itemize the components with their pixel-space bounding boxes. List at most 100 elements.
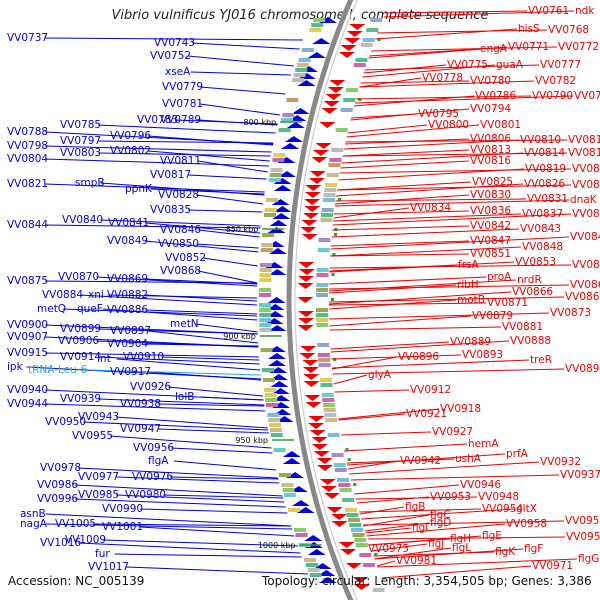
cog-category-block bbox=[278, 473, 291, 477]
forward-gene-arrow bbox=[273, 206, 292, 212]
right-label-connector bbox=[329, 264, 572, 269]
left-label-connector bbox=[98, 152, 271, 157]
left-gene-label: lolB bbox=[175, 391, 194, 403]
left-label-connector bbox=[98, 140, 274, 144]
right-gene-label: VV0842 bbox=[470, 220, 511, 232]
sequence-summary-text: Topology: circular; Length: 3,354,505 bp… bbox=[262, 574, 592, 588]
forward-gene-arrow bbox=[282, 458, 301, 464]
right-gene-label: VV0819 bbox=[525, 163, 566, 175]
right-gene-label: VV0782 bbox=[535, 75, 576, 87]
forward-gene-arrow bbox=[268, 248, 287, 254]
left-gene-label: nagA bbox=[20, 518, 48, 530]
right-gene-label: VV0867 bbox=[565, 291, 600, 303]
cog-category-block bbox=[263, 378, 275, 382]
right-gene-label: VV0778 bbox=[422, 72, 463, 84]
left-gene-label: VV0811 bbox=[160, 155, 201, 167]
left-label-connector bbox=[140, 508, 288, 514]
reverse-gene-arrow bbox=[301, 220, 318, 226]
scale-label: 850 kbp bbox=[226, 225, 259, 234]
right-gene-label: VV0959 bbox=[566, 531, 600, 543]
reverse-gene-arrow bbox=[303, 374, 320, 380]
cog-category-block bbox=[273, 448, 286, 452]
left-gene-label: VV0849 bbox=[107, 235, 148, 247]
cog-category-block bbox=[259, 273, 272, 277]
cog-category-block bbox=[259, 318, 272, 322]
left-label-connector bbox=[145, 240, 259, 253]
left-label-connector bbox=[192, 42, 300, 50]
right-label-connector bbox=[359, 506, 405, 515]
right-gene-label: VV0971 bbox=[532, 560, 573, 572]
right-gene-label: dnaK bbox=[570, 194, 598, 206]
right-gene-label: VV0790 bbox=[532, 90, 573, 102]
right-gene-label: VV0786 bbox=[475, 90, 516, 102]
right-gene-label: VV0791 bbox=[574, 90, 600, 102]
left-label-connector bbox=[158, 403, 265, 407]
cog-category-block bbox=[267, 413, 280, 417]
right-label-connector bbox=[336, 181, 472, 191]
left-label-connector bbox=[75, 484, 283, 497]
left-gene-label: VV0899 bbox=[60, 323, 101, 335]
left-label-connector bbox=[75, 498, 286, 508]
right-gene-label: VV0836 bbox=[470, 205, 511, 217]
right-label-connector bbox=[335, 198, 527, 202]
reverse-gene-arrow bbox=[298, 262, 315, 268]
forward-gene-arrow bbox=[268, 269, 287, 275]
right-gene-label: VV0800 bbox=[428, 119, 469, 131]
right-gene-label: VV0825 bbox=[472, 176, 513, 188]
reverse-gene-arrow bbox=[304, 199, 321, 205]
left-gene-label: VV0835 bbox=[150, 204, 191, 216]
reverse-gene-arrow bbox=[308, 416, 325, 422]
right-gene-label: VV0854 bbox=[572, 259, 600, 271]
right-label-connector bbox=[369, 538, 450, 546]
reverse-gene-arrow bbox=[344, 38, 361, 44]
cog-category-block bbox=[316, 288, 329, 292]
cog-category-block bbox=[269, 428, 282, 432]
cog-category-block bbox=[355, 543, 368, 547]
cog-category-block bbox=[294, 528, 306, 532]
reverse-gene-arrow bbox=[297, 283, 314, 289]
chromosome-backbone bbox=[286, 0, 354, 600]
right-label-connector bbox=[328, 291, 512, 305]
right-gene-label: flgH bbox=[450, 533, 471, 545]
reverse-gene-arrow bbox=[309, 171, 326, 177]
cog-category-block bbox=[270, 433, 283, 437]
left-gene-label: VV0779 bbox=[162, 81, 203, 93]
right-gene-label: motB bbox=[457, 294, 485, 306]
left-label-connector bbox=[173, 460, 277, 471]
left-label-connector bbox=[196, 243, 259, 249]
right-label-connector bbox=[369, 48, 480, 57]
left-label-connector bbox=[170, 476, 279, 480]
right-gene-label: VV0866 bbox=[512, 286, 553, 298]
right-gene-label: VV0830 bbox=[470, 189, 511, 201]
left-gene-label: VV0985 bbox=[78, 489, 119, 501]
cog-category-block bbox=[259, 263, 272, 267]
right-label-connector bbox=[334, 199, 570, 207]
left-label-connector bbox=[188, 55, 294, 67]
reverse-gene-arrow bbox=[311, 437, 328, 443]
right-gene-label: VV0932 bbox=[540, 456, 581, 468]
cog-category-block bbox=[313, 18, 326, 22]
right-label-connector bbox=[354, 95, 574, 104]
cog-category-block bbox=[316, 323, 329, 327]
left-label-connector bbox=[107, 294, 258, 299]
reverse-gene-arrow bbox=[302, 367, 319, 373]
left-gene-label: VV1001 bbox=[102, 521, 143, 533]
right-gene-label: VV0873 bbox=[550, 307, 591, 319]
scale-label: 1000 kbp bbox=[258, 541, 296, 550]
cog-category-block bbox=[320, 218, 333, 222]
left-label-connector bbox=[45, 183, 265, 193]
right-gene-label: VV0837 bbox=[522, 208, 563, 220]
left-gene-label: VV0990 bbox=[102, 503, 143, 515]
right-gene-label: prfA bbox=[506, 448, 529, 460]
left-label-connector bbox=[150, 188, 265, 195]
cog-category-block bbox=[372, 588, 385, 592]
left-label-connector bbox=[116, 476, 280, 484]
right-gene-label: VV0820 bbox=[572, 163, 600, 175]
cog-category-block bbox=[259, 303, 271, 307]
reverse-gene-arrow bbox=[316, 458, 333, 464]
right-gene-label: VV0780 bbox=[470, 75, 511, 87]
left-gene-label: VV0852 bbox=[165, 252, 206, 264]
cog-category-block bbox=[283, 493, 296, 497]
forward-gene-arrow bbox=[312, 38, 331, 44]
